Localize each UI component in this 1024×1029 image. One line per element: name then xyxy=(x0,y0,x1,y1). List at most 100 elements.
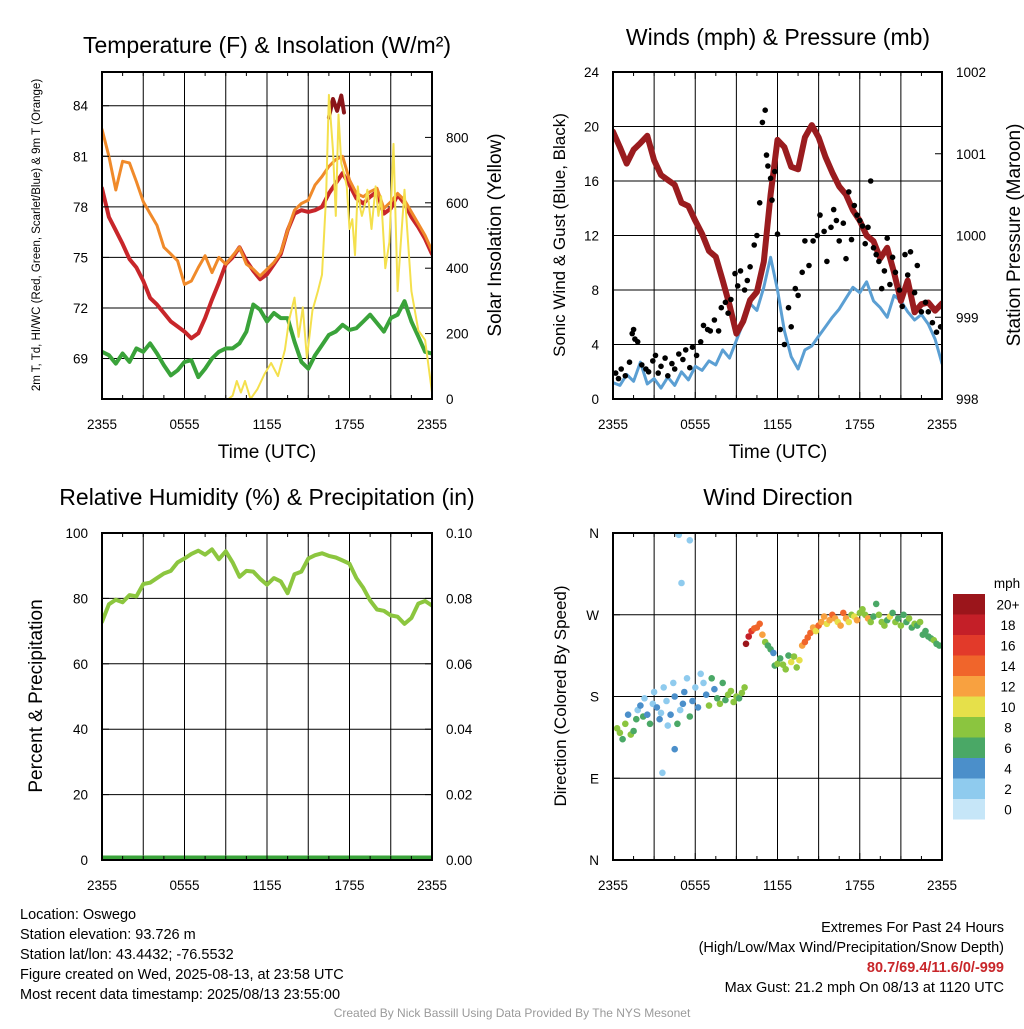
y-tick-label: 100 xyxy=(65,526,88,541)
direction-point xyxy=(681,688,688,696)
direction-point xyxy=(653,704,661,711)
colorbar-swatch xyxy=(953,778,985,799)
series-point-gust xyxy=(769,197,775,203)
humidity-panel: 2355 0555 1155 1755 2355 0 20 40 60 80 100 0.00 0.02… xyxy=(26,484,475,893)
direction-point xyxy=(875,611,883,619)
colorbar-label: 6 xyxy=(1004,741,1012,756)
series-point-gust xyxy=(802,238,808,244)
direction-point xyxy=(622,720,629,728)
direction-point xyxy=(694,704,702,711)
direction-point xyxy=(667,711,674,718)
series-point-gust xyxy=(697,339,704,345)
direction-point xyxy=(664,722,672,729)
series-point-gust xyxy=(763,152,770,158)
series-point-gust xyxy=(870,245,877,251)
direction-point xyxy=(727,687,735,695)
series-point-gust xyxy=(846,189,852,195)
y-tick-label: 72 xyxy=(73,301,88,316)
series-point-gust xyxy=(680,356,686,363)
series-point-gust xyxy=(732,270,738,277)
recent-timestamp-text: Most recent data timestamp: 2025/08/13 2… xyxy=(20,987,341,1003)
direction-point xyxy=(782,666,789,673)
extremes-description: (High/Low/Max Wind/Precipitation/Snow De… xyxy=(698,940,1004,956)
series-point-gust xyxy=(765,163,771,169)
series-line-insolation xyxy=(102,93,432,399)
colorbar-label: 4 xyxy=(1004,761,1012,776)
direction-point xyxy=(637,702,644,709)
direction-point xyxy=(716,700,724,708)
direction-point xyxy=(881,622,888,629)
direction-point xyxy=(616,729,624,737)
series-point-gust xyxy=(772,168,778,175)
temperature-panel: 2355 0555 1155 1755 2355 69 72 75 78 81 84 0 200 400 6… xyxy=(31,32,506,463)
y-tick-label: S xyxy=(590,690,599,705)
direction-point xyxy=(671,693,678,700)
series-point-gust xyxy=(914,262,921,269)
y2-tick-label: 400 xyxy=(446,261,469,276)
series-point-gust xyxy=(734,283,741,289)
y-tick-label: W xyxy=(586,608,599,623)
direction-point xyxy=(663,697,670,705)
series-point-gust xyxy=(862,240,868,247)
direction-point xyxy=(678,579,685,587)
y-tick-label: 8 xyxy=(591,283,599,298)
x-axis-label: Time (UTC) xyxy=(218,442,317,463)
series-point-gust xyxy=(806,262,812,269)
series-point-gust xyxy=(887,281,893,288)
series-point-gust xyxy=(707,328,714,334)
x-tick-label: 0555 xyxy=(680,417,710,432)
x-tick-label: 2355 xyxy=(927,417,957,432)
direction-point xyxy=(872,600,880,608)
y2-tick-label: 0.02 xyxy=(446,788,472,803)
series-point-gust xyxy=(762,107,768,113)
series-point-gust xyxy=(682,347,689,353)
series-point-gust xyxy=(751,242,757,248)
direction-point xyxy=(730,698,737,706)
y2-tick-label: 0.04 xyxy=(446,722,473,737)
x-tick-label: 2355 xyxy=(927,878,957,893)
direction-point xyxy=(936,642,942,649)
x-tick-label: 1155 xyxy=(763,417,792,432)
y2-tick-label: 200 xyxy=(446,327,469,342)
series-point-gust xyxy=(722,299,729,306)
series-point-gust xyxy=(645,369,652,375)
direction-point xyxy=(745,633,752,640)
series-line-dewpoint xyxy=(102,299,432,380)
y2-tick-label: 0 xyxy=(446,392,454,407)
y2-tick-label: 0.00 xyxy=(446,853,472,868)
direction-point xyxy=(826,616,833,624)
direction-point xyxy=(845,618,853,626)
x-tick-label: 2355 xyxy=(87,417,117,432)
direction-point xyxy=(818,618,825,626)
location-text: Location: Oswego xyxy=(20,907,137,923)
direction-point xyxy=(671,745,678,753)
direction-point xyxy=(867,618,874,626)
direction-point xyxy=(705,702,713,709)
x-tick-label: 1755 xyxy=(334,878,364,893)
series-point-gust xyxy=(843,255,849,262)
direction-point xyxy=(659,769,666,777)
series-point-gust xyxy=(859,223,866,229)
series-point-gust xyxy=(774,231,781,237)
series-point-gust xyxy=(902,251,908,258)
series-point-gust xyxy=(830,206,837,213)
panel-title: Winds (mph) & Pressure (mb) xyxy=(626,24,930,50)
figure-created-text: Figure created on Wed, 2025-08-13, at 23… xyxy=(20,967,344,983)
series-point-gust xyxy=(821,228,827,235)
series-point-gust xyxy=(777,326,783,333)
series-point-gust xyxy=(937,324,942,330)
panel-title: Temperature (F) & Insolation (W/m²) xyxy=(83,32,451,58)
winds-panel: 2355 0555 1155 1755 2355 0 4 8 12 16 20 24 998 999 100… xyxy=(550,24,1024,463)
direction-point xyxy=(774,660,781,668)
series-point-gust xyxy=(687,364,693,371)
direction-point xyxy=(735,695,743,702)
panel-title: Wind Direction xyxy=(703,484,853,510)
colorbar-swatch xyxy=(953,594,985,615)
y2-tick-label: 998 xyxy=(956,392,979,407)
x-tick-label: 1755 xyxy=(845,878,875,893)
direction-point xyxy=(742,640,750,648)
direction-point xyxy=(922,627,929,635)
direction-point xyxy=(619,735,626,743)
y-tick-label: N xyxy=(589,853,599,868)
